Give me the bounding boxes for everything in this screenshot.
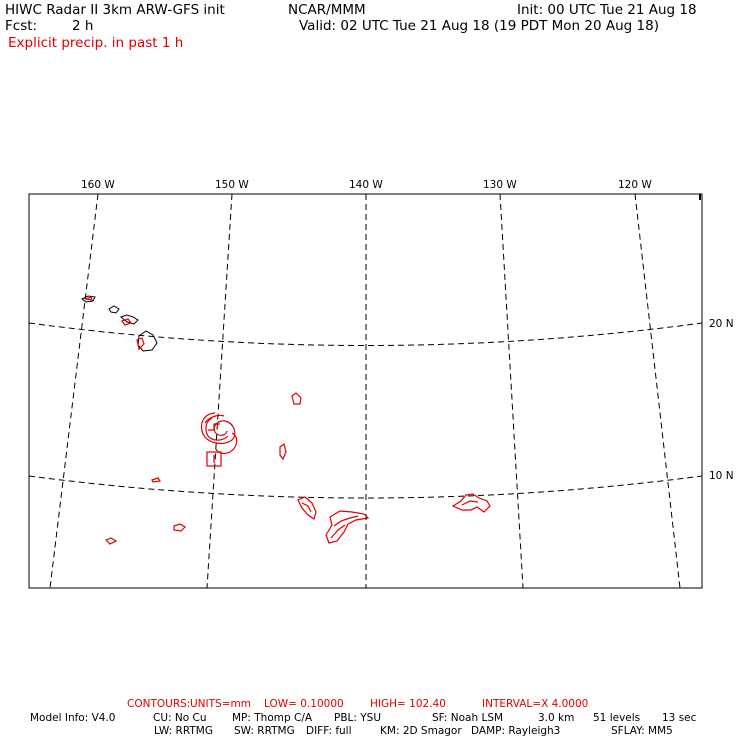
island-kauai bbox=[81, 295, 96, 303]
cyclone-core bbox=[208, 423, 220, 431]
precip-cell bbox=[104, 537, 118, 545]
lon-label-130w: 130 W bbox=[483, 179, 517, 191]
precip-cell bbox=[121, 318, 132, 326]
shortwave-scheme: SW: RRTMG bbox=[234, 725, 295, 737]
lon-label-160w: 160 W bbox=[81, 179, 115, 191]
precip-box bbox=[206, 451, 222, 467]
precip-cluster bbox=[297, 496, 317, 520]
precip-contours bbox=[83, 296, 491, 545]
precip-cell bbox=[136, 337, 145, 351]
meridian-120w bbox=[634, 193, 681, 589]
microphysics-scheme: MP: Thomp C/A bbox=[232, 712, 313, 724]
precip-cell bbox=[151, 477, 162, 483]
damping-option: DAMP: Rayleigh3 bbox=[471, 725, 561, 737]
valid-time: Valid: 02 UTC Tue 21 Aug 18 (19 PDT Mon … bbox=[299, 18, 659, 34]
longwave-scheme: LW: RRTMG bbox=[154, 725, 213, 737]
vertical-levels: 51 levels bbox=[593, 712, 641, 724]
km-option: KM: 2D Smagor bbox=[380, 725, 462, 737]
precip-cell bbox=[173, 523, 186, 532]
island-big-island bbox=[137, 330, 158, 352]
precip-cell bbox=[279, 442, 287, 461]
field-description: Explicit precip. in past 1 h bbox=[8, 35, 184, 51]
forecast-label: Fcst: bbox=[5, 18, 38, 34]
meridian-150w bbox=[206, 193, 233, 589]
precip-cluster bbox=[333, 515, 359, 527]
diffusion-option: DIFF: full bbox=[306, 725, 352, 737]
organization: NCAR/MMM bbox=[288, 2, 366, 18]
model-version: Model Info: V4.0 bbox=[30, 712, 116, 724]
pbl-scheme: PBL: YSU bbox=[334, 712, 382, 724]
lon-label-150w: 150 W bbox=[215, 179, 249, 191]
surface-scheme: SF: Noah LSM bbox=[432, 712, 504, 724]
contours-low: LOW= 0.10000 bbox=[264, 698, 344, 710]
lon-label-140w: 140 W bbox=[349, 179, 383, 191]
plot-title: HIWC Radar II 3km ARW-GFS init bbox=[5, 2, 225, 18]
meridian-130w bbox=[499, 193, 524, 589]
forecast-hour: 2 h bbox=[72, 18, 94, 34]
precip-cell bbox=[291, 392, 302, 405]
cyclone-spiral bbox=[200, 412, 236, 444]
contours-label: CONTOURS: bbox=[127, 698, 191, 710]
precip-cluster bbox=[451, 493, 491, 513]
hawaiian-islands bbox=[81, 295, 158, 352]
contours-units: UNITS=mm bbox=[190, 698, 251, 710]
lat-label-20n: 20 N bbox=[709, 318, 734, 330]
island-oahu bbox=[108, 305, 120, 314]
cyclone-band bbox=[204, 414, 225, 424]
cumulus-scheme: CU: No Cu bbox=[153, 712, 207, 724]
precip-cluster bbox=[325, 510, 370, 544]
cyclone-band bbox=[205, 417, 229, 441]
precip-cluster bbox=[461, 500, 479, 506]
lon-label-120w: 120 W bbox=[618, 179, 652, 191]
init-time: Init: 00 UTC Tue 21 Aug 18 bbox=[517, 2, 697, 18]
island-maui-molokai bbox=[119, 314, 139, 325]
meridian-160w bbox=[49, 193, 99, 589]
time-step: 13 sec bbox=[662, 712, 697, 724]
precip-cell bbox=[83, 296, 93, 301]
surface-layer-scheme: SFLAY: MM5 bbox=[611, 725, 673, 737]
longitude-gridlines bbox=[49, 193, 681, 589]
lat-label-10n: 10 N bbox=[709, 470, 734, 482]
precip-cluster bbox=[330, 524, 346, 539]
contours-high: HIGH= 102.40 bbox=[370, 698, 446, 710]
grid-resolution: 3.0 km bbox=[538, 712, 575, 724]
contours-interval: INTERVAL=X 4.0000 bbox=[482, 698, 589, 710]
precip-cluster bbox=[301, 502, 312, 513]
